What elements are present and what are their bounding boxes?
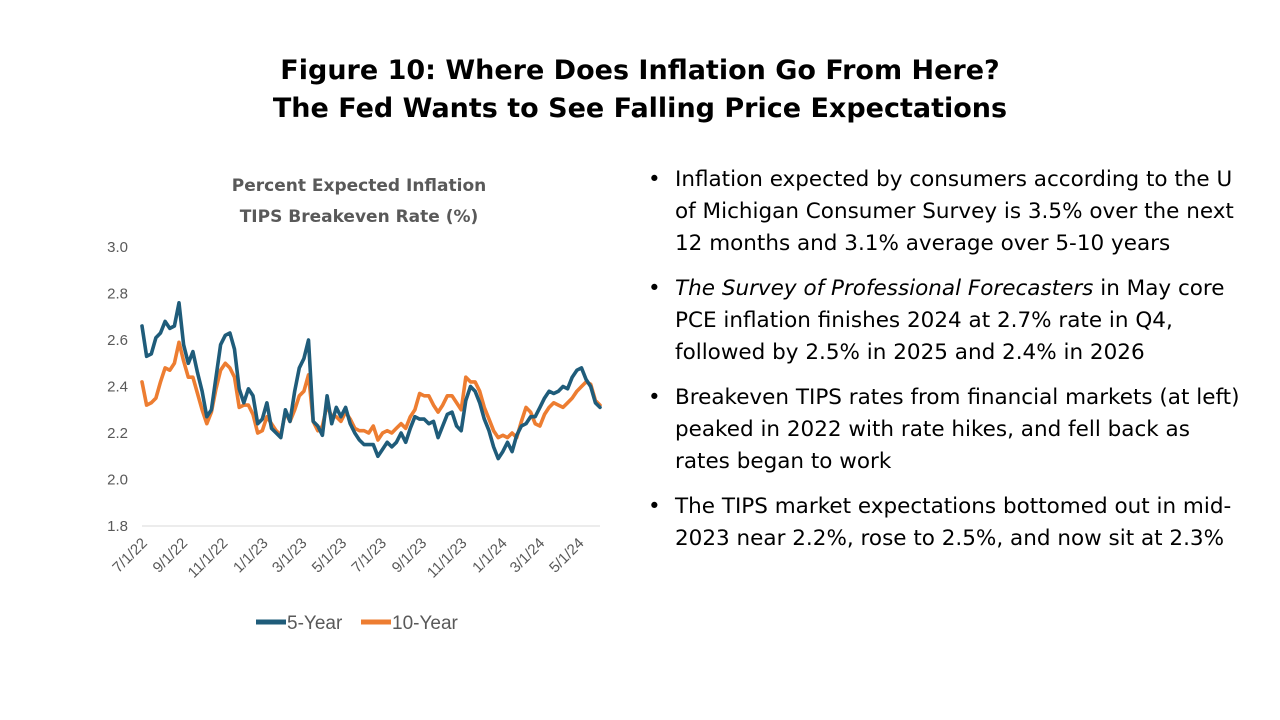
- bullet-italic-title: The Survey of Professional Forecasters: [675, 276, 1094, 301]
- chart-title-line-1: Percent Expected Inflation: [232, 176, 486, 196]
- legend-label-10-year: 10-Year: [392, 613, 459, 634]
- series-line-5-year: [140, 301, 602, 461]
- figure-title-line-2: The Fed Wants to See Falling Price Expec…: [272, 93, 1008, 124]
- x-tick-label: 7/1/22: [109, 535, 151, 577]
- x-tick-label: 1/1/23: [230, 535, 272, 577]
- figure-title-line-1: Figure 10: Where Does Inflation Go From …: [280, 55, 1000, 86]
- plot-area: [140, 301, 602, 461]
- bullet-item: The TIPS market expectations bottomed ou…: [648, 491, 1248, 555]
- x-tick-label: 5/1/24: [546, 535, 588, 577]
- y-tick-label: 2.0: [107, 472, 128, 489]
- bullet-text: Inflation expected by consumers accordin…: [675, 167, 1234, 256]
- y-axis: 3.0 2.8 2.6 2.4 2.2 2.0 1.8: [107, 239, 128, 535]
- x-tick-label: 11/1/22: [185, 535, 232, 582]
- bullet-text: Breakeven TIPS rates from financial mark…: [675, 385, 1240, 474]
- chart-title-line-2: TIPS Breakeven Rate (%): [240, 207, 479, 227]
- bullet-item: Inflation expected by consumers accordin…: [648, 164, 1248, 260]
- bullet-list: Inflation expected by consumers accordin…: [648, 164, 1248, 568]
- x-tick-label: 3/1/24: [507, 535, 549, 577]
- y-tick-label: 2.2: [107, 425, 128, 442]
- bullet-text: The TIPS market expectations bottomed ou…: [675, 494, 1232, 551]
- bullet-item: The Survey of Professional Forecasters i…: [648, 273, 1248, 369]
- x-tick-label: 11/1/23: [424, 535, 471, 582]
- bullet-text: in May core PCE inflation finishes 2024 …: [675, 276, 1225, 365]
- x-tick-label: 1/1/24: [469, 535, 511, 577]
- figure-title: Figure 10: Where Does Inflation Go From …: [0, 52, 1280, 128]
- x-tick-label: 5/1/23: [309, 535, 351, 577]
- inflation-line-chart: Percent Expected Inflation TIPS Breakeve…: [107, 176, 602, 634]
- y-tick-label: 2.6: [107, 332, 128, 349]
- x-tick-label: 7/1/23: [348, 535, 390, 577]
- y-tick-label: 1.8: [107, 518, 128, 535]
- y-tick-label: 2.8: [107, 286, 128, 303]
- y-tick-label: 3.0: [107, 239, 128, 256]
- legend-label-5-year: 5-Year: [287, 613, 343, 634]
- series-line-10-year: [140, 340, 602, 442]
- x-tick-label: 3/1/23: [269, 535, 311, 577]
- bullet-item: Breakeven TIPS rates from financial mark…: [648, 382, 1248, 478]
- legend: 5-Year 10-Year: [256, 613, 459, 634]
- x-axis: 7/1/229/1/2211/1/221/1/233/1/235/1/237/1…: [109, 535, 587, 582]
- y-tick-label: 2.4: [107, 379, 128, 396]
